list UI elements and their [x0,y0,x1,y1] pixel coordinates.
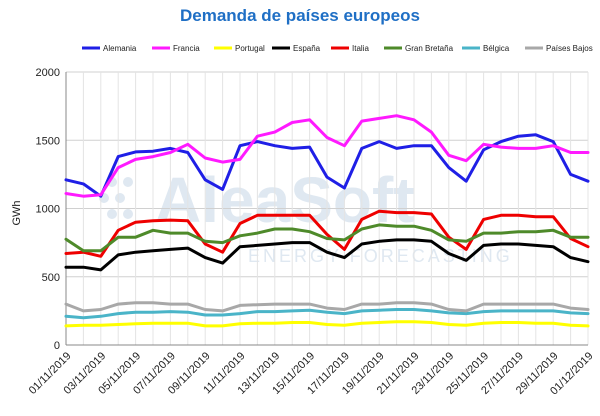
legend-label: Gran Bretaña [405,44,454,53]
legend-label: Países Bajos [546,44,593,53]
watermark-dot [123,209,133,219]
watermark-dot [123,177,133,187]
legend-label: Portugal [235,44,265,53]
y-axis-title: GWh [11,200,23,225]
watermark-dot [107,209,117,219]
y-tick-label: 2000 [36,67,60,79]
series-line-países-bajos [64,301,590,313]
chart-title: Demanda de países europeos [180,6,420,25]
legend-label: Alemania [103,44,137,53]
series-line-españa [64,238,590,272]
series-line-francia [64,114,590,198]
series-line-portugal [64,320,590,328]
legend: Alemania Francia Portugal España Italia Gran … [82,44,593,53]
watermark-main-text: AleaSoft [155,164,415,236]
watermark-dot [115,193,125,203]
y-tick-label: 500 [42,272,60,284]
series-line-italia [64,209,590,258]
y-tick-label: 1000 [36,204,60,216]
series-line-bélgica [64,308,590,320]
series-line-gran-bretaña [64,223,590,253]
legend-label: España [293,44,321,53]
legend-label: Bélgica [483,44,510,53]
legend-label: Italia [352,44,369,53]
y-tick-label: 1500 [36,135,60,147]
grid [65,71,589,346]
legend-label: Francia [173,44,200,53]
y-tick-label: 0 [54,340,60,352]
series-group [64,114,590,328]
series-line-alemania [64,133,590,198]
